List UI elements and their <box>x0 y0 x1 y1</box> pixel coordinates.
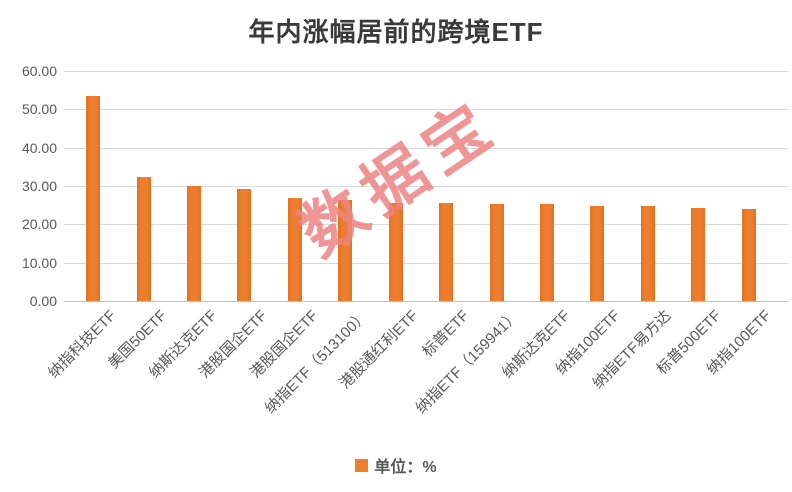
bar <box>590 205 605 301</box>
bar-slot <box>371 71 421 301</box>
x-axis-line <box>64 301 788 302</box>
gridline <box>64 147 788 149</box>
bar <box>640 206 655 301</box>
bar <box>136 176 151 301</box>
bar-slot <box>118 71 168 301</box>
y-tick-label: 30.00 <box>21 178 57 194</box>
y-tick-label: 40.00 <box>21 139 57 156</box>
y-tick-label: 0.00 <box>29 293 57 309</box>
gridline <box>64 262 788 264</box>
bar <box>540 204 554 301</box>
gridline <box>64 71 788 72</box>
y-tick-label: 60.00 <box>21 63 57 79</box>
bar <box>691 207 706 301</box>
bar-slot <box>623 71 673 301</box>
bar <box>237 188 252 301</box>
bars <box>68 71 774 301</box>
bar-slot <box>270 71 320 301</box>
bar <box>338 200 353 301</box>
bar-slot <box>219 71 269 301</box>
bar <box>388 202 403 301</box>
bar <box>489 204 504 301</box>
x-tick-label: 纳指科技ETF <box>44 307 120 382</box>
bar-slot <box>572 71 622 301</box>
y-axis-labels: 60.00 50.00 40.00 30.00 20.00 10.00 0.00 <box>0 63 57 309</box>
bar <box>287 197 302 301</box>
y-tick-label: 50.00 <box>21 101 57 118</box>
bar <box>86 96 101 301</box>
legend: 单位：% <box>0 453 792 477</box>
x-axis-labels: 纳指科技ETF 美国50ETF 纳斯达克ETF 港股国企ETF 港股国企ETF 纳指ETF… <box>45 305 775 477</box>
gridline <box>64 109 788 111</box>
chart-title: 年内涨幅居前的跨境ETF <box>248 17 544 47</box>
y-tick-label: 10.00 <box>21 254 57 271</box>
bar-slot <box>471 71 521 301</box>
bar <box>741 209 756 301</box>
y-tick-label: 20.00 <box>21 216 57 233</box>
bar-slot <box>673 71 723 301</box>
gridline <box>64 186 788 187</box>
bar-slot <box>522 71 572 301</box>
bar-slot <box>68 71 118 301</box>
plot-area <box>64 71 788 302</box>
bar <box>187 186 202 301</box>
bar-slot <box>421 71 471 301</box>
legend-swatch <box>355 458 369 472</box>
bar <box>439 203 454 301</box>
bar-slot <box>320 71 370 301</box>
legend-label: 单位：% <box>374 459 437 476</box>
bar-slot <box>169 71 219 301</box>
gridline <box>64 224 788 226</box>
bar-slot <box>723 71 773 301</box>
